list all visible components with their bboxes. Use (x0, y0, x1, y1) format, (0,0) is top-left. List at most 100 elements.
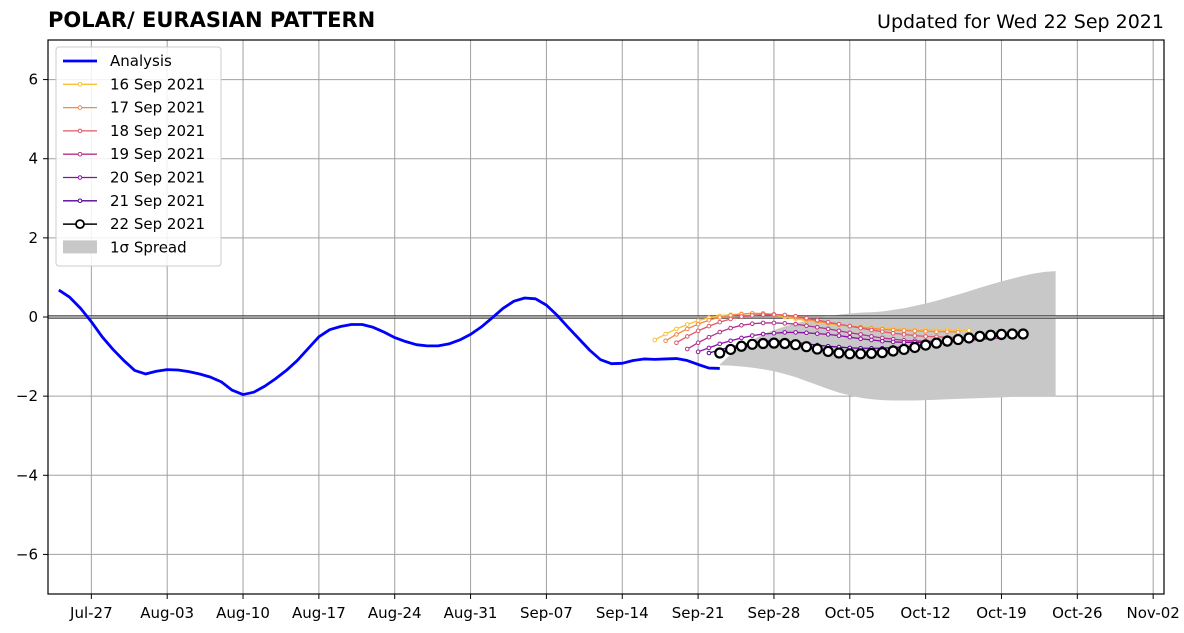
legend-label-6: 21 Sep 2021 (110, 192, 205, 210)
forecast-point-4-15 (858, 336, 863, 342)
analysis-series-group (58, 288, 720, 396)
legend-marker-7 (75, 219, 85, 230)
x-tick-label-8: Sep-21 (672, 604, 725, 622)
x-tick-label-10: Oct-05 (825, 604, 875, 622)
forecast-point-1-2 (684, 326, 690, 332)
forecast-point-0-4 (695, 318, 701, 323)
forecast-point-6-3 (746, 338, 758, 350)
forecast-point-4-19 (901, 340, 907, 345)
forecast-point-1-0 (663, 338, 668, 344)
forecast-point-6-18 (909, 341, 921, 354)
forecast-line-1 (665, 312, 959, 342)
forecast-point-6-17 (898, 343, 910, 356)
forecast-point-0-3 (684, 322, 690, 327)
legend-label-4: 19 Sep 2021 (110, 145, 205, 163)
forecast-point-1-5 (717, 315, 723, 320)
legend-box (55, 46, 222, 267)
y-tick-label-5: −4 (16, 466, 38, 484)
legend-label-1: 16 Sep 2021 (110, 75, 205, 93)
forecast-point-6-26 (995, 328, 1008, 341)
forecast-point-3-16 (858, 332, 863, 337)
forecast-point-6-28 (1017, 328, 1029, 340)
forecast-point-3-14 (836, 328, 842, 334)
forecast-point-3-11 (804, 323, 809, 329)
forecast-point-1-22 (901, 328, 907, 333)
forecast-point-6-6 (779, 337, 791, 350)
forecast-point-4-10 (804, 330, 809, 336)
forecast-point-3-4 (728, 325, 733, 331)
legend-swatch-8 (63, 240, 97, 254)
forecast-point-2-15 (836, 321, 842, 327)
forecast-point-3-12 (814, 324, 820, 330)
forecast-point-2-20 (890, 330, 896, 336)
legend-marker-4 (77, 151, 83, 157)
forecast-point-2-1 (684, 334, 690, 339)
forecast-point-1-6 (728, 313, 733, 318)
forecast-point-4-8 (782, 330, 788, 335)
forecast-point-6-12 (844, 348, 856, 360)
x-tick-label-11: Oct-12 (900, 604, 950, 622)
chart-title: POLAR/ EURASIAN PATTERN (48, 8, 376, 32)
forecast-point-1-4 (706, 317, 712, 323)
forecast-series-6 (714, 328, 1029, 360)
forecast-point-2-23 (923, 334, 928, 339)
forecast-point-4-17 (879, 338, 885, 344)
forecast-point-2-8 (760, 312, 766, 317)
forecast-point-6-20 (930, 337, 943, 349)
forecast-point-2-21 (901, 332, 907, 337)
forecast-point-6-11 (833, 347, 845, 359)
forecast-point-6-0 (714, 347, 726, 359)
forecast-point-2-19 (879, 329, 885, 334)
forecast-point-4-9 (793, 330, 798, 335)
forecast-point-4-16 (869, 337, 874, 343)
forecast-point-2-17 (858, 325, 863, 331)
y-tick-label-6: −6 (16, 545, 38, 563)
forecast-point-3-3 (717, 329, 723, 335)
forecast-point-0-29 (966, 328, 972, 333)
forecast-point-6-9 (811, 343, 823, 355)
y-tick-label-3: 0 (28, 308, 38, 326)
forecast-point-6-5 (768, 337, 780, 349)
x-tick-label-3: Aug-17 (292, 604, 346, 622)
forecast-point-2-0 (674, 340, 679, 346)
forecast-point-1-25 (934, 329, 939, 334)
legend-marker-5 (77, 175, 83, 180)
y-tick-label-4: −2 (16, 387, 38, 405)
forecast-point-4-5 (749, 333, 755, 338)
forecast-point-3-8 (771, 320, 777, 326)
forecast-point-2-10 (782, 312, 788, 318)
forecast-point-4-1 (706, 345, 712, 351)
x-tick-label-12: Oct-19 (976, 604, 1026, 622)
legend-marker-1 (77, 82, 83, 87)
forecast-point-1-23 (912, 328, 918, 334)
legend-label-0: Analysis (110, 52, 172, 70)
forecast-point-2-6 (739, 314, 744, 319)
forecast-point-4-14 (847, 334, 853, 340)
forecast-point-2-2 (695, 328, 701, 334)
legend-label-2: 17 Sep 2021 (110, 99, 205, 117)
forecast-point-3-6 (749, 321, 755, 327)
forecast-point-2-9 (771, 312, 777, 317)
analysis-line (58, 288, 720, 396)
forecast-point-3-15 (847, 330, 853, 336)
forecast-point-6-7 (790, 339, 802, 351)
x-tick-label-4: Aug-24 (368, 604, 422, 622)
forecast-point-2-14 (825, 319, 831, 325)
forecast-point-2-12 (804, 315, 809, 321)
forecast-point-3-17 (869, 334, 874, 339)
forecast-point-4-6 (760, 331, 766, 337)
legend-label-7: 22 Sep 2021 (110, 215, 205, 233)
forecast-point-6-24 (974, 330, 986, 342)
x-axis-ticks: Jul-27 Aug-03 Aug-10 Aug-17 Aug-24 Aug-31 Sep-… (69, 594, 1180, 622)
forecast-point-4-3 (728, 338, 733, 344)
forecast-point-2-13 (814, 317, 820, 323)
forecast-point-2-11 (793, 313, 798, 319)
forecast-point-4-2 (717, 341, 723, 347)
forecast-point-2-4 (717, 319, 723, 325)
forecast-point-6-19 (920, 339, 932, 351)
x-tick-label-2: Aug-10 (216, 604, 270, 622)
legend-marker-6 (77, 198, 83, 204)
forecast-point-3-9 (782, 321, 788, 326)
forecast-point-3-1 (695, 340, 701, 346)
forecast-point-0-0 (652, 337, 658, 343)
